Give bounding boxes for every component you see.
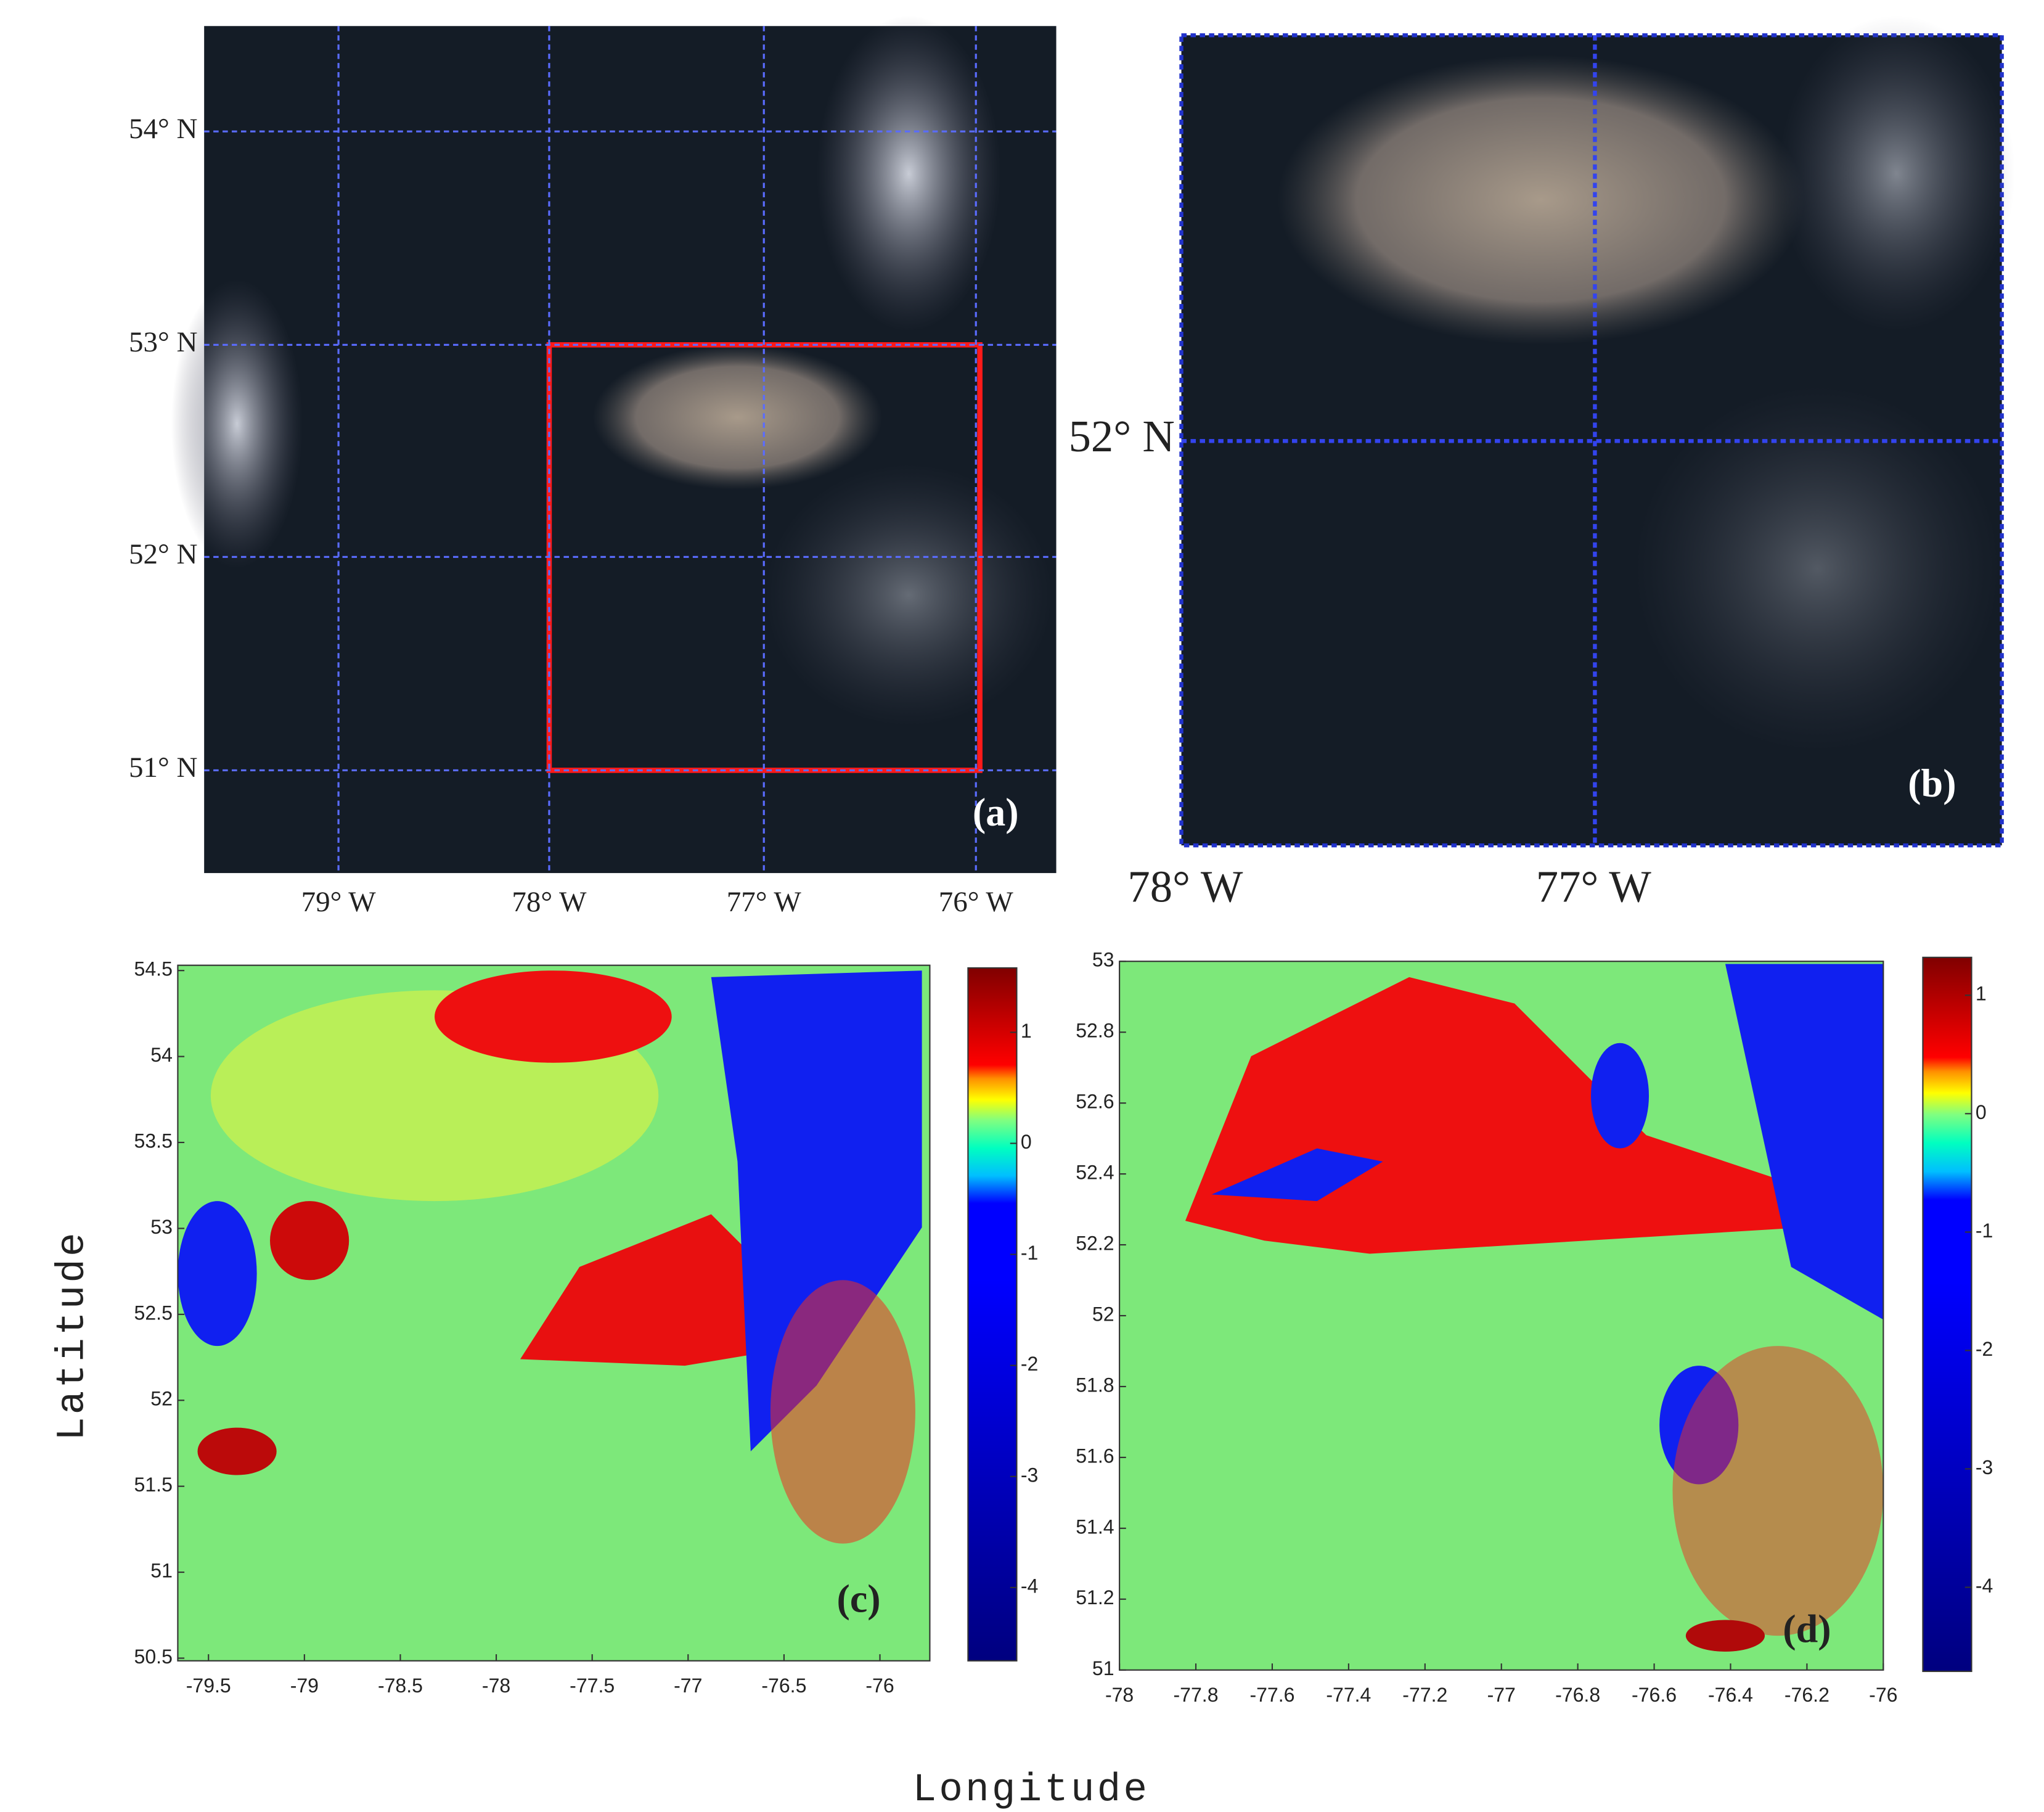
x-tick-label: -79 [290, 1675, 319, 1697]
colorbar-tick-label: 1 [1021, 1020, 1032, 1042]
y-tick-label: 51.4 [1076, 1515, 1114, 1538]
x-tick-label: -77.2 [1402, 1684, 1447, 1706]
y-tick-label: 52.8 [1076, 1020, 1114, 1042]
plot-frame [177, 964, 931, 1662]
panel-label: (b) [1908, 761, 1956, 805]
colorbar-tick-label: -1 [1976, 1220, 1993, 1242]
x-tick-label: -77 [1487, 1684, 1516, 1706]
y-tick-label: 51.6 [1076, 1445, 1114, 1467]
panel-a-image [171, 15, 1057, 874]
x-axis-label: Longitude [913, 1768, 1150, 1812]
x-tick-label: -78 [482, 1675, 510, 1697]
y-tick-label: 52.5 [134, 1302, 173, 1324]
y-tick-label: 54.5 [134, 958, 173, 980]
x-tick-label: -78.5 [378, 1675, 423, 1697]
lon-tick-label: 78° W [1127, 862, 1243, 912]
x-tick-label: -77.8 [1174, 1684, 1219, 1706]
x-tick-label: -76.2 [1784, 1684, 1829, 1706]
y-tick-label: 51 [150, 1560, 173, 1582]
y-tick-label: 54 [150, 1044, 173, 1066]
y-tick-label: 52 [1092, 1303, 1114, 1325]
x-tick-label: -76.4 [1708, 1684, 1753, 1706]
colorbar-tick-label: -3 [1021, 1464, 1038, 1486]
lat-tick-label: 52° N [129, 538, 198, 570]
x-tick-label: -76.6 [1632, 1684, 1677, 1706]
y-axis-label: Latitude [51, 1230, 95, 1441]
y-tick-label: 52.6 [1076, 1091, 1114, 1113]
lat-tick-label: 51° N [129, 752, 198, 784]
y-tick-label: 51 [1092, 1657, 1114, 1679]
y-tick-label: 51.2 [1076, 1586, 1114, 1609]
y-tick-label: 51.5 [134, 1474, 173, 1496]
colorbar-tick-label: 0 [1976, 1101, 1987, 1123]
x-tick-label: -78 [1105, 1684, 1134, 1706]
colorbar-tick-label: 0 [1021, 1131, 1032, 1153]
colorbar [1922, 956, 1972, 1672]
y-tick-label: 52.4 [1076, 1162, 1114, 1184]
lon-tick-label: 77° W [727, 886, 802, 918]
y-tick-label: 52.2 [1076, 1232, 1114, 1255]
panel-label: (d) [1783, 1607, 1831, 1651]
colorbar-tick-label: -3 [1976, 1456, 1993, 1478]
x-tick-label: -79.5 [186, 1675, 231, 1697]
panel-label: (c) [836, 1576, 880, 1620]
lon-tick-label: 77° W [1536, 862, 1652, 912]
colorbar-tick-label: -4 [1021, 1575, 1038, 1597]
x-tick-label: -77.5 [570, 1675, 615, 1697]
panel-d-image [1119, 961, 1884, 1670]
lat-tick-label: 52° N [1069, 411, 1175, 461]
lat-tick-label: 53° N [129, 326, 198, 358]
colorbar [967, 967, 1018, 1662]
y-tick-label: 52 [150, 1388, 173, 1410]
colorbar-tick-label: -2 [1021, 1353, 1038, 1375]
x-tick-label: -77.4 [1326, 1684, 1371, 1706]
panel-c-image [178, 965, 930, 1661]
y-tick-label: 51.8 [1076, 1374, 1114, 1396]
lat-tick-label: 54° N [129, 113, 198, 145]
x-tick-label: -76.5 [761, 1675, 806, 1697]
lon-tick-label: 79° W [301, 886, 377, 918]
y-tick-label: 53 [150, 1216, 173, 1238]
colorbar-tick-label: 1 [1976, 983, 1987, 1005]
colorbar-tick-label: -4 [1976, 1575, 1993, 1597]
lon-tick-label: 76° W [939, 886, 1014, 918]
panel-b-image [1179, 15, 2015, 848]
panel-label: (a) [973, 790, 1019, 834]
x-tick-label: -77 [674, 1675, 702, 1697]
lon-tick-label: 78° W [512, 886, 587, 918]
y-tick-label: 53.5 [134, 1129, 173, 1152]
colorbar-tick-label: -2 [1976, 1338, 1993, 1360]
y-tick-label: 50.5 [134, 1646, 173, 1668]
x-tick-label: -76 [1869, 1684, 1897, 1706]
colorbar-tick-label: -1 [1021, 1242, 1038, 1264]
x-tick-label: -76.8 [1555, 1684, 1600, 1706]
x-tick-label: -77.6 [1249, 1684, 1294, 1706]
y-tick-label: 53 [1092, 949, 1114, 971]
x-tick-label: -76 [865, 1675, 894, 1697]
